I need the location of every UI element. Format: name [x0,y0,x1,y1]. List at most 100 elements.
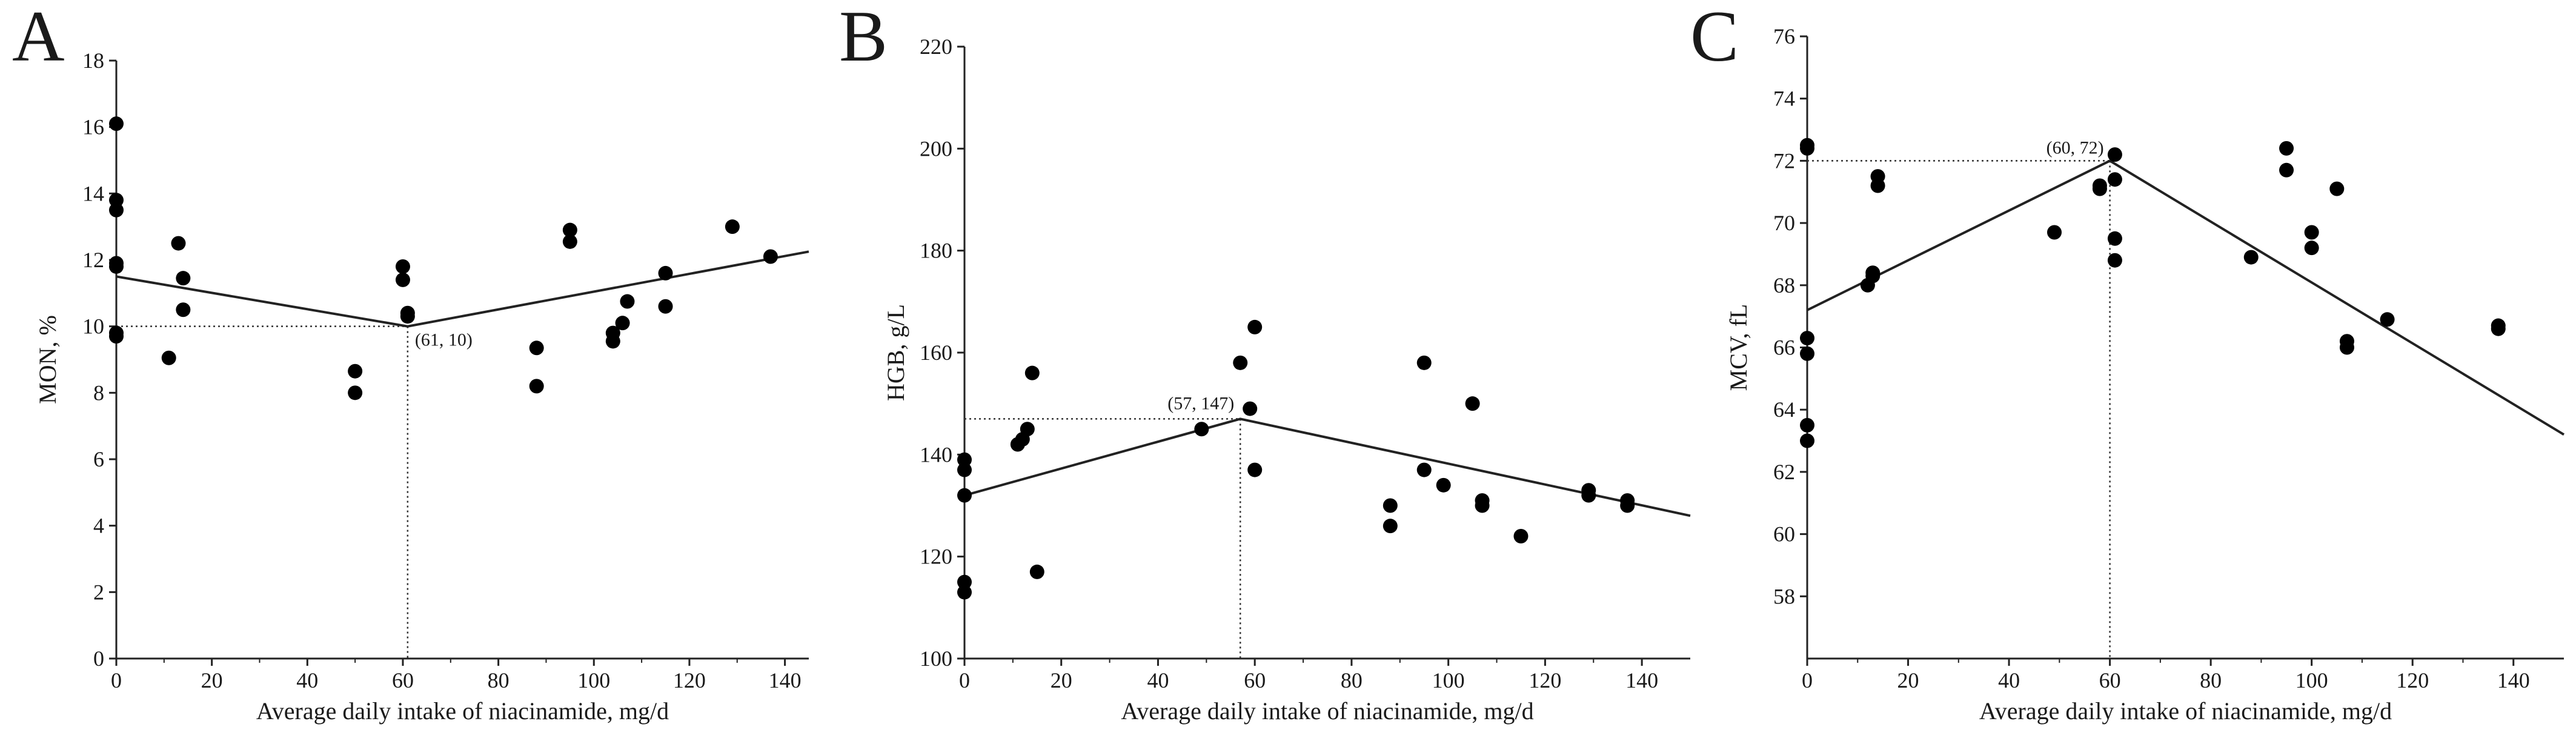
data-point [1800,417,1814,433]
y-tick-label: 140 [920,442,952,466]
data-point [2304,241,2319,256]
x-tick-label: 60 [2099,668,2121,692]
data-point [161,350,176,365]
data-point [957,488,972,503]
x-axis-label: Average daily intake of niacinamide, mg/… [256,697,669,725]
data-point [2279,162,2294,178]
x-tick-label: 140 [769,668,802,692]
breakpoint-label: (61, 10) [415,330,473,350]
data-point [2107,231,2122,246]
breakpoint-label: (60, 72) [2047,138,2104,158]
data-point [2339,340,2354,355]
y-tick-label: 58 [1773,584,1795,608]
y-tick-label: 6 [93,447,104,471]
x-tick-label: 0 [1802,668,1813,692]
data-point [2047,225,2062,240]
x-tick-label: 120 [1529,668,1561,692]
panel-a: A 0 20 40 60 80 100 120 140 0 2 4 6 8 10 12 14 16 18 Averag… [12,0,809,725]
x-tick-label: 60 [1244,668,1266,692]
data-point [1383,498,1398,513]
data-point [2304,225,2319,240]
data-point [1247,462,1263,477]
y-axis-label: HGB, g/L [882,304,909,401]
x-tick-label: 40 [1147,668,1169,692]
y-axis-label: MON, % [34,315,61,404]
data-point [1800,346,1814,361]
data-point [1247,319,1263,334]
data-point [2092,178,2107,193]
data-point [2329,181,2345,196]
data-point [1581,488,1596,503]
data-point [1194,422,1209,437]
y-tick-label: 70 [1773,211,1795,235]
x-tick-label: 40 [1998,668,2020,692]
data-point [2491,321,2506,336]
x-tick-label: 0 [959,668,970,692]
x-tick-label: 100 [1432,668,1465,692]
x-tick-label: 0 [111,668,122,692]
data-point [763,249,778,264]
data-point [957,462,972,477]
y-tick-label: 68 [1773,273,1795,297]
data-point [109,193,124,208]
fit-line [116,250,809,328]
data-point [2107,172,2122,187]
data-point [1243,401,1258,416]
panel-letter: A [12,0,65,76]
y-tick-label: 62 [1773,460,1795,484]
data-point [109,202,124,217]
data-point [1475,498,1490,513]
y-tick-label: 8 [93,380,104,405]
y-tick-label: 120 [920,545,952,569]
data-point [109,259,124,274]
x-tick-label: 140 [2497,668,2530,692]
data-point [395,272,410,287]
data-point [395,259,410,274]
y-tick-label: 10 [82,314,104,339]
y-tick-label: 0 [93,646,104,671]
data-point [1620,498,1635,513]
data-point [176,302,191,317]
data-point [1465,396,1480,411]
data-point [400,309,415,324]
y-tick-label: 220 [920,35,952,59]
x-tick-label: 120 [673,668,706,692]
panel-letter: C [1690,0,1739,76]
data-point [620,294,635,309]
data-point [1800,331,1814,346]
y-tick-label: 4 [93,514,104,538]
x-axis-label: Average daily intake of niacinamide, mg/… [1121,697,1533,725]
data-point [658,265,673,281]
data-point [1029,564,1044,579]
data-point [529,340,544,356]
y-tick-label: 180 [920,239,952,263]
x-tick-label: 20 [201,668,223,692]
data-point [957,452,972,467]
data-point [957,585,972,600]
fit-line [964,417,1691,517]
data-point [109,116,124,131]
panel-b: B 0 20 40 60 80 100 120 140 100 120 140 160 180 200 220… [839,0,1691,725]
data-point [1870,178,1885,193]
data-point [562,222,577,237]
data-point [1800,433,1814,448]
data-point [348,385,363,400]
data-point [348,364,363,379]
x-axis-label: Average daily intake of niacinamide, mg/… [1979,697,2392,725]
data-point [562,234,577,249]
data-point [1416,355,1432,370]
y-tick-label: 74 [1773,87,1795,111]
y-tick-label: 100 [920,646,952,671]
x-tick-label: 100 [2295,668,2328,692]
data-point [725,219,740,234]
data-point [1436,477,1451,493]
y-tick-label: 72 [1773,148,1795,173]
data-point [1800,141,1814,156]
x-tick-label: 60 [392,668,414,692]
panel-c: C 0 20 40 60 80 100 120 140 58 60 62 64 66 68 70 72 74 76 A… [1690,0,2565,725]
data-point [615,316,630,331]
data-point [171,236,186,251]
data-point [1020,422,1035,437]
data-point [1865,265,1881,281]
